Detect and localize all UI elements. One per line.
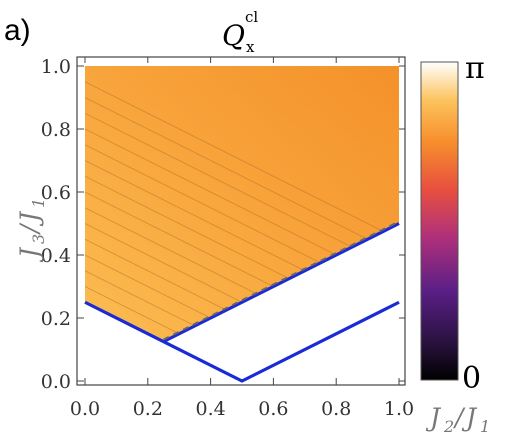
contour-line (84, 97, 368, 240)
panel-label: a) (4, 14, 31, 47)
ylabel-den-sub: 1 (29, 198, 48, 208)
y-axis-label: J 3 / J 1 (15, 198, 48, 263)
colorbar-max-label: π (465, 51, 485, 86)
y-tick-label: 1.0 (41, 56, 71, 78)
boundary-line (84, 300, 400, 383)
x-axis-label: J 2 / J 1 (425, 403, 490, 436)
x-tick-label: 1.0 (384, 398, 414, 420)
x-tick-label: 0.6 (258, 398, 288, 420)
xlabel-num: J (425, 403, 442, 432)
contour-line (84, 207, 258, 295)
y-tick-label: 0.0 (41, 371, 71, 393)
chart-title: Q cl x (222, 8, 258, 56)
contour-line (84, 128, 337, 256)
title-superscript: cl (245, 8, 258, 26)
colorbar-min-label: 0 (462, 361, 481, 396)
colorbar (420, 61, 459, 381)
heat-region (85, 66, 399, 342)
contour-line (84, 223, 243, 303)
contour-line (84, 191, 274, 287)
x-tick-label: 0.0 (70, 398, 100, 420)
ylabel-num-sub: 3 (29, 234, 48, 244)
y-tick-label: 0.6 (41, 182, 71, 204)
contour-line (84, 81, 384, 232)
y-ticks: 0.0 0.2 0.4 0.6 0.8 1.0 (41, 56, 405, 393)
title-subscript: x (246, 38, 255, 56)
y-tick-label: 0.2 (41, 308, 71, 330)
contour-line (84, 238, 227, 311)
xlabel-den: J (461, 403, 478, 432)
x-ticks: 0.0 0.2 0.4 0.6 0.8 1.0 (70, 57, 414, 420)
xlabel-num-sub: 2 (443, 417, 454, 436)
contour-line (84, 270, 196, 327)
y-tick-label: 0.4 (41, 245, 71, 267)
title-main: Q (222, 19, 245, 52)
xlabel-slash: / (453, 403, 466, 432)
contour-line (84, 286, 180, 335)
ylabel-num: J (15, 246, 44, 263)
x-tick-label: 0.2 (133, 398, 163, 420)
x-tick-label: 0.4 (195, 398, 225, 420)
contour-line (84, 254, 211, 319)
contour-line (84, 160, 306, 272)
ylabel-slash: / (15, 222, 44, 235)
contour-line (84, 112, 353, 248)
x-tick-label: 0.8 (321, 398, 351, 420)
contour-lines (84, 81, 384, 335)
phase-boundaries (84, 220, 400, 383)
xlabel-den-sub: 1 (480, 417, 490, 436)
ylabel-den: J (15, 210, 44, 227)
y-tick-label: 0.8 (41, 119, 71, 141)
boundary-line (162, 222, 400, 344)
contour-line (84, 175, 290, 280)
contour-line (84, 144, 321, 264)
